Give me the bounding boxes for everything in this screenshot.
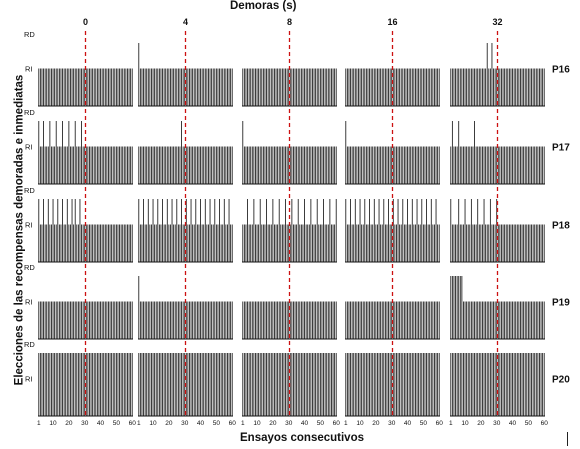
x-tick-32-10: 10 [461, 420, 469, 427]
rd-label-P18: RD [24, 186, 35, 195]
x-tick-0-60: 60 [129, 420, 137, 427]
delay-label-16: 16 [387, 17, 397, 27]
x-tick-32-20: 20 [477, 420, 485, 427]
x-tick-8-1: 1 [241, 420, 245, 427]
x-tick-16-30: 30 [388, 420, 396, 427]
ri-label-P18: RI [25, 221, 33, 230]
x-tick-16-50: 50 [420, 420, 428, 427]
x-tick-4-30: 30 [181, 420, 189, 427]
x-tick-8-30: 30 [285, 420, 293, 427]
delay-label-4: 4 [183, 17, 188, 27]
x-tick-8-40: 40 [301, 420, 309, 427]
x-tick-8-50: 50 [317, 420, 325, 427]
x-tick-4-1: 1 [137, 420, 141, 427]
x-tick-16-1: 1 [344, 420, 348, 427]
x-axis-title: Ensayos consecutivos [240, 432, 364, 444]
x-tick-16-40: 40 [404, 420, 412, 427]
x-tick-0-40: 40 [97, 420, 105, 427]
ri-label-P16: RI [25, 65, 33, 74]
subject-label-P17: P17 [552, 143, 570, 154]
x-tick-32-50: 50 [525, 420, 533, 427]
subject-label-P20: P20 [552, 375, 570, 386]
rd-label-P17: RD [24, 108, 35, 117]
x-tick-4-10: 10 [149, 420, 157, 427]
x-tick-4-60: 60 [229, 420, 237, 427]
x-tick-0-10: 10 [49, 420, 57, 427]
rd-label-P19: RD [24, 263, 35, 272]
x-tick-0-50: 50 [113, 420, 121, 427]
ri-label-P20: RI [25, 375, 33, 384]
x-tick-16-60: 60 [436, 420, 444, 427]
x-tick-32-30: 30 [493, 420, 501, 427]
x-tick-16-20: 20 [372, 420, 380, 427]
x-tick-32-1: 1 [449, 420, 453, 427]
x-tick-0-1: 1 [37, 420, 41, 427]
x-tick-32-60: 60 [541, 420, 549, 427]
x-tick-8-10: 10 [253, 420, 261, 427]
ri-label-P19: RI [25, 298, 33, 307]
x-tick-32-40: 40 [509, 420, 517, 427]
x-tick-4-50: 50 [213, 420, 221, 427]
x-tick-16-10: 10 [356, 420, 364, 427]
x-tick-8-60: 60 [333, 420, 341, 427]
text-cursor [567, 432, 568, 446]
delay-label-32: 32 [492, 17, 502, 27]
subject-label-P19: P19 [552, 298, 570, 309]
x-tick-0-20: 20 [65, 420, 73, 427]
x-tick-8-20: 20 [269, 420, 277, 427]
rd-label-P20: RD [24, 340, 35, 349]
x-tick-0-30: 30 [81, 420, 89, 427]
delay-label-0: 0 [83, 17, 88, 27]
x-tick-4-20: 20 [165, 420, 173, 427]
x-tick-4-40: 40 [197, 420, 205, 427]
chart-title: Demoras (s) [230, 0, 297, 12]
ri-label-P17: RI [25, 143, 33, 152]
subject-label-P18: P18 [552, 221, 570, 232]
rd-label-P16: RD [24, 30, 35, 39]
subject-label-P16: P16 [552, 65, 570, 76]
delay-label-8: 8 [287, 17, 292, 27]
